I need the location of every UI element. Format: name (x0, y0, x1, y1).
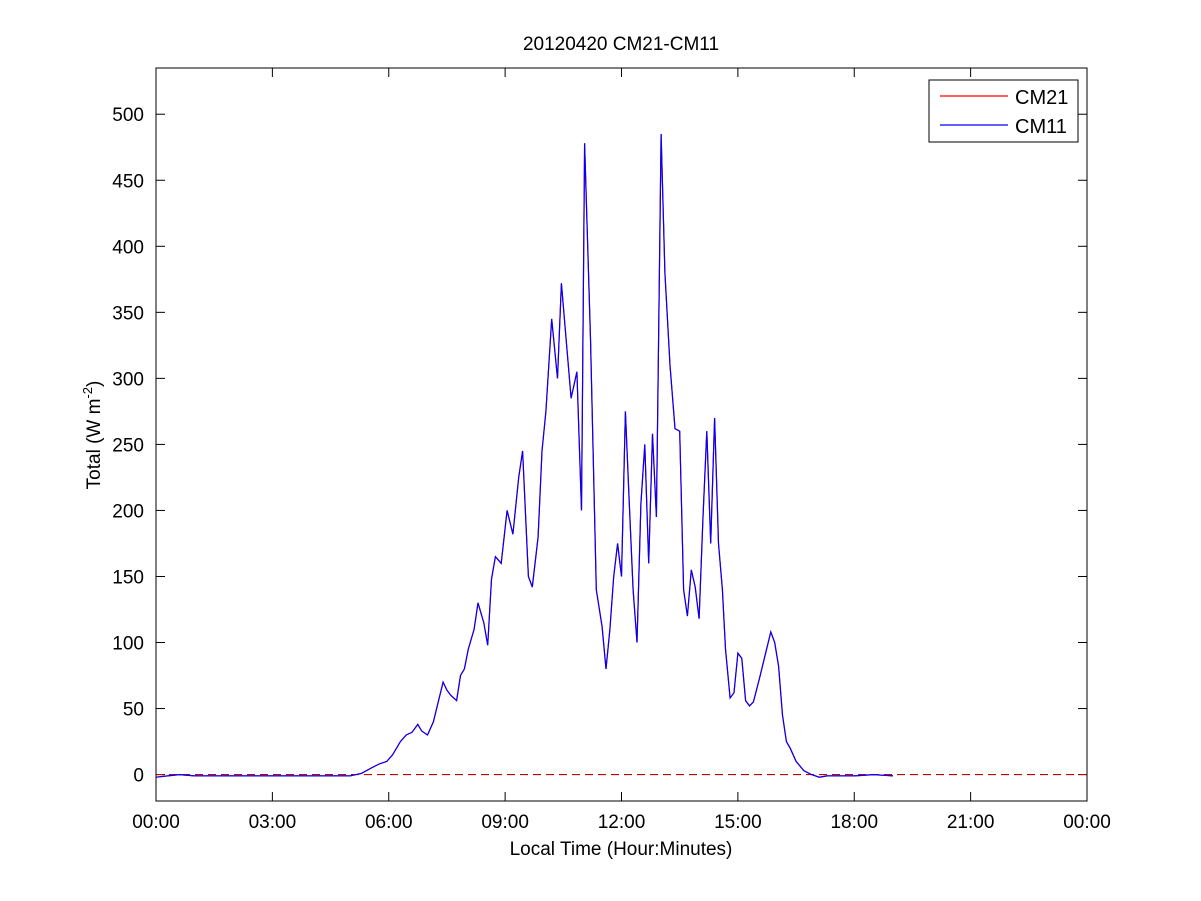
y-axis-label: Total (W m-2) (80, 381, 105, 490)
y-axis-label-exponent: -2 (80, 387, 95, 399)
legend-label-cm21: CM21 (1015, 87, 1068, 109)
y-axis-label-base: Total (W m (84, 399, 105, 490)
legend-label-cm11: CM11 (1015, 116, 1067, 138)
x-tick-label: 00:00 (1063, 812, 1111, 833)
y-axis: 0 50 100 150 200 250 300 350 400 450 500 (112, 105, 1087, 787)
legend-box (928, 79, 1079, 143)
y-tick-label: 350 (112, 303, 144, 324)
x-tick-label: 18:00 (830, 812, 878, 833)
y-tick-label: 400 (112, 237, 144, 258)
y-tick-label: 50 (123, 700, 144, 721)
y-tick-label: 500 (112, 105, 144, 126)
plot-frame (155, 67, 1088, 802)
y-axis-label-end: ) (84, 381, 105, 387)
x-tick-label: 06:00 (365, 812, 413, 833)
x-tick-label: 15:00 (714, 812, 762, 833)
x-tick-label: 09:00 (481, 812, 529, 833)
y-tick-label: 200 (112, 501, 144, 522)
x-axis-label: Local Time (Hour:Minutes) (510, 839, 733, 860)
y-tick-label: 300 (112, 369, 144, 390)
chart-title: 20120420 CM21-CM11 (523, 34, 719, 55)
y-tick-label: 0 (133, 766, 144, 787)
y-tick-label: 150 (112, 567, 144, 588)
y-tick-label: 250 (112, 435, 144, 456)
y-tick-label: 100 (112, 634, 144, 655)
x-axis: 00:00 03:00 06:00 09:00 12:00 15:00 18:00 21:00… (132, 68, 1111, 833)
y-tick-label: 450 (112, 171, 144, 192)
x-tick-label: 12:00 (598, 812, 646, 833)
series-line-cm11 (155, 133, 894, 778)
x-tick-label: 00:00 (132, 812, 180, 833)
x-tick-label: 03:00 (249, 812, 297, 833)
legend: CM21 CM11 (928, 79, 1079, 143)
x-tick-label: 21:00 (947, 812, 995, 833)
